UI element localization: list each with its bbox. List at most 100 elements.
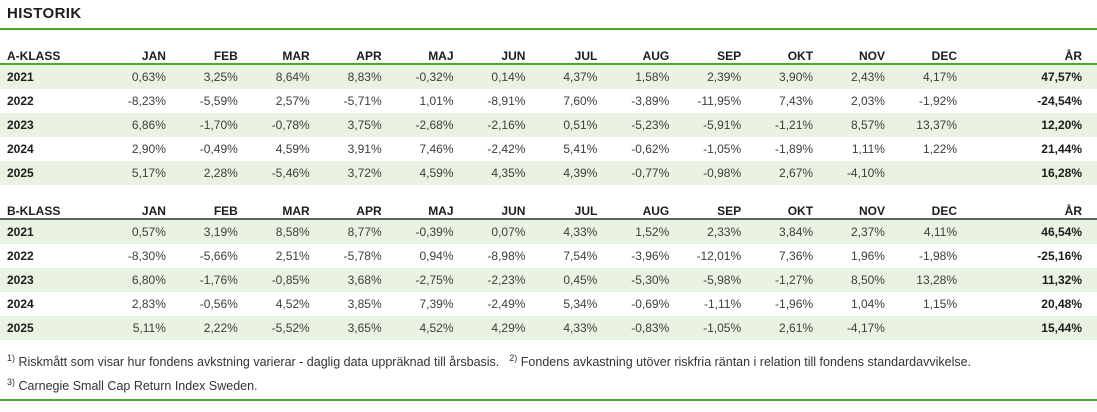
month-value-cell: 1,01% [419, 94, 454, 108]
month-value-cell: 3,91% [347, 142, 382, 156]
month-value-cell: -5,52% [271, 321, 310, 335]
column-header-sep: SEP [682, 45, 755, 65]
month-value-cell: -2,23% [487, 273, 526, 287]
month-value-cell: 4,52% [419, 321, 454, 335]
column-header-apr: APR [322, 200, 395, 220]
month-value-cell: -5,30% [631, 273, 670, 287]
month-value-cell: 7,36% [779, 249, 814, 263]
month-value-cell: 1,22% [922, 142, 957, 156]
month-value-cell: 2,43% [850, 70, 885, 84]
month-value-cell: 3,68% [347, 273, 382, 287]
month-value-cell: -8,91% [487, 94, 526, 108]
month-value-cell: -1,05% [703, 321, 742, 335]
table-row-2025: 2025 5,11% 2,22% -5,52% 3,65% 4,52% 4,29% 4,33%… [0, 316, 1097, 340]
month-value-cell: -0,77% [631, 166, 670, 180]
month-value-cell: -1,21% [775, 118, 814, 132]
year-cell: 2024 [7, 297, 34, 311]
month-value-cell: 8,83% [347, 70, 382, 84]
month-value-cell: -1,89% [775, 142, 814, 156]
column-header-ar: ÅR [970, 200, 1097, 220]
month-value-cell: -2,68% [415, 118, 454, 132]
month-value-cell: -1,96% [775, 297, 814, 311]
month-value-cell: -0,49% [199, 142, 238, 156]
month-value-cell: 1,11% [851, 142, 885, 156]
table-row-2025: 2025 5,17% 2,28% -5,46% 3,72% 4,59% 4,35% 4,39%… [0, 161, 1097, 185]
month-value-cell: 2,90% [131, 142, 166, 156]
year-total-cell: 16,28% [1041, 166, 1082, 180]
month-value-cell: 3,85% [347, 297, 382, 311]
month-value-cell: 4,59% [275, 142, 310, 156]
month-value-cell: -5,23% [631, 118, 670, 132]
month-value-cell: 0,57% [131, 225, 166, 239]
month-value-cell: 13,37% [916, 118, 957, 132]
month-value-cell: 2,37% [850, 225, 885, 239]
month-value-cell: 5,41% [563, 142, 598, 156]
year-cell: 2023 [7, 273, 34, 287]
month-value-cell: 5,11% [132, 321, 166, 335]
month-value-cell: 3,72% [347, 166, 382, 180]
bottom-divider [0, 399, 1097, 401]
month-value-cell: -11,95% [697, 94, 742, 108]
table-row-2023: 2023 6,86% -1,70% -0,78% 3,75% -2,68% -2,16% 0,… [0, 113, 1097, 137]
table-label-a-klass: A-KLASS [0, 45, 107, 65]
footnote-3-text: Carnegie Small Cap Return Index Sweden. [18, 379, 258, 393]
month-value-cell: 4,11% [923, 225, 957, 239]
month-value-cell: 2,39% [707, 70, 742, 84]
month-value-cell: -8,98% [487, 249, 526, 263]
month-value-cell: 4,33% [563, 321, 598, 335]
month-value-cell: -0,32% [415, 70, 454, 84]
month-value-cell: 4,52% [275, 297, 310, 311]
month-value-cell: 2,33% [707, 225, 742, 239]
table-row-2022: 2022 -8,23% -5,59% 2,57% -5,71% 1,01% -8,91% 7,… [0, 89, 1097, 113]
title-divider [0, 28, 1097, 30]
month-value-cell: -8,30% [127, 249, 166, 263]
column-header-mar: MAR [250, 200, 323, 220]
b-klass-table: B-KLASS JAN FEB MAR APR MAJ JUN JUL AUG SEP OKT NOV… [0, 200, 1097, 340]
table-row-2023: 2023 6,80% -1,76% -0,85% 3,68% -2,75% -2,23% 0,… [0, 268, 1097, 292]
month-value-cell: -1,70% [199, 118, 238, 132]
month-value-cell: 2,83% [131, 297, 166, 311]
column-header-mar: MAR [250, 45, 323, 65]
month-value-cell: -5,66% [199, 249, 238, 263]
historik-section: HISTORIK A-KLASS JAN FEB MAR APR MAJ JUN JUL AUG… [0, 5, 1097, 401]
column-header-ar: ÅR [970, 45, 1097, 65]
column-header-maj: MAJ [394, 45, 467, 65]
column-header-okt: OKT [754, 45, 827, 65]
month-value-cell [898, 161, 970, 185]
column-header-dec: DEC [897, 45, 970, 65]
month-value-cell: 0,63% [131, 70, 166, 84]
month-value-cell: 8,57% [850, 118, 885, 132]
month-value-cell: 4,33% [563, 225, 598, 239]
month-value-cell: 4,29% [491, 321, 526, 335]
year-total-cell: 12,20% [1041, 118, 1082, 132]
month-value-cell: -0,78% [271, 118, 310, 132]
year-cell: 2024 [7, 142, 34, 156]
month-value-cell: -0,62% [631, 142, 670, 156]
column-header-maj: MAJ [394, 200, 467, 220]
year-cell: 2023 [7, 118, 34, 132]
month-value-cell: 2,51% [275, 249, 310, 263]
table-row-2021: 2021 0,63% 3,25% 8,64% 8,83% -0,32% 0,14% 4,37%… [0, 64, 1097, 89]
month-value-cell: 2,28% [203, 166, 238, 180]
month-value-cell: -1,76% [199, 273, 238, 287]
month-value-cell: -2,75% [415, 273, 454, 287]
table-row-2022: 2022 -8,30% -5,66% 2,51% -5,78% 0,94% -8,98% 7,… [0, 244, 1097, 268]
b-klass-table-header: B-KLASS JAN FEB MAR APR MAJ JUN JUL AUG SEP OKT NOV… [0, 200, 1097, 220]
table-row-2021: 2021 0,57% 3,19% 8,58% 8,77% -0,39% 0,07% 4,33%… [0, 219, 1097, 244]
month-value-cell: 6,86% [131, 118, 166, 132]
month-value-cell: 3,65% [347, 321, 382, 335]
month-value-cell: 4,37% [563, 70, 598, 84]
column-header-jul: JUL [538, 45, 611, 65]
month-value-cell: 1,52% [635, 225, 670, 239]
month-value-cell: -1,11% [704, 297, 742, 311]
footnote-line-2: 3) Carnegie Small Cap Return Index Swede… [7, 376, 1097, 394]
month-value-cell: 0,14% [491, 70, 526, 84]
month-value-cell: 4,35% [491, 166, 526, 180]
a-klass-table: A-KLASS JAN FEB MAR APR MAJ JUN JUL AUG SEP OKT NOV… [0, 45, 1097, 185]
month-value-cell [898, 316, 970, 340]
month-value-cell: 13,28% [916, 273, 957, 287]
month-value-cell: 8,77% [347, 225, 382, 239]
month-value-cell: 4,59% [419, 166, 454, 180]
footnote-3-marker: 3) [7, 376, 16, 387]
table-row-2024: 2024 2,90% -0,49% 4,59% 3,91% 7,46% -2,42% 5,41… [0, 137, 1097, 161]
